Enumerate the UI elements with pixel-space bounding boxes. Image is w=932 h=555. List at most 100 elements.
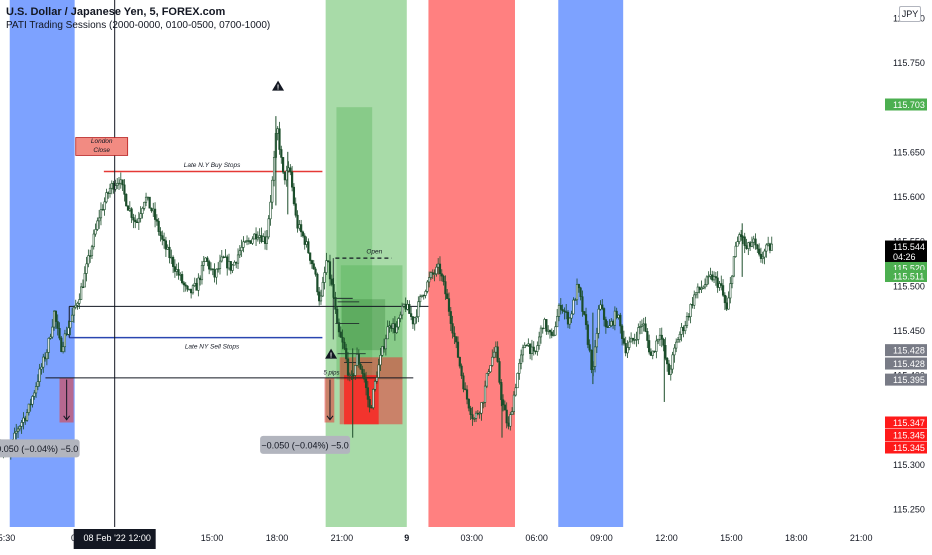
candle-body [375, 377, 378, 382]
candle-body [258, 235, 261, 238]
candle-body [673, 347, 676, 356]
session-band-0700-1000-3 [558, 0, 624, 527]
candle-body [651, 350, 654, 356]
candle-body [669, 368, 672, 375]
candle-body [624, 343, 627, 354]
candle-body [184, 284, 187, 287]
candle-body [545, 319, 548, 332]
candle-body [24, 417, 27, 421]
candle-body [599, 304, 602, 310]
candle-body [512, 394, 516, 412]
candle-body [208, 261, 211, 270]
candle-body [437, 263, 440, 268]
candle-body [62, 346, 65, 352]
candle-body [276, 128, 279, 134]
candle-body [89, 255, 92, 257]
candle-body [285, 170, 288, 181]
currency-badge[interactable]: JPY [899, 6, 921, 22]
candle-body [730, 275, 734, 285]
candle-body [18, 426, 21, 430]
candle-body [738, 234, 741, 242]
candle-body [298, 224, 301, 229]
candle-body [339, 331, 342, 338]
candle-body [712, 276, 716, 281]
candle-body [283, 171, 287, 181]
candle-body [218, 260, 222, 270]
candle-body [419, 296, 422, 303]
candle-body [410, 313, 413, 317]
candle-body [718, 283, 721, 288]
candle-body [81, 286, 85, 288]
candle-body [767, 243, 770, 246]
candle-body [319, 295, 323, 302]
candle-body [323, 272, 326, 283]
candle-body [388, 325, 391, 328]
price-axis[interactable]: 115.250115.300115.350115.400115.450115.5… [885, 0, 932, 550]
candle-body [539, 327, 543, 338]
price-label-grey [885, 373, 927, 386]
candle-body [119, 179, 122, 184]
warning-icon-mark: ! [277, 85, 279, 92]
candle-body [314, 268, 317, 275]
candle-body [267, 218, 270, 238]
candle-body [561, 309, 564, 312]
candle-body [577, 284, 580, 289]
candle-body [34, 386, 38, 394]
candle-body [637, 327, 640, 340]
candle-body [25, 412, 29, 421]
candle-body [548, 329, 552, 333]
price-tick-label: 115.600 [893, 192, 925, 202]
candle-body [474, 412, 478, 419]
candle-body [370, 407, 373, 409]
measure-tooltip-1[interactable]: −0.050 (−0.04%) −5.0 [0, 439, 80, 458]
candle-body [498, 361, 501, 383]
candle-body [211, 268, 214, 270]
time-axis[interactable]: 5:3009:0015:0018:0021:00903:0006:0009:00… [0, 527, 932, 550]
candle-body [687, 316, 690, 318]
candle-body [635, 339, 638, 341]
price-label-red [885, 428, 927, 441]
measure-tooltip-2[interactable]: −0.050 (−0.04%) −5.0 [260, 435, 351, 454]
candle-body [357, 353, 360, 365]
candle-body [752, 238, 755, 243]
candle-body [144, 196, 148, 203]
candle-body [698, 286, 701, 290]
crosshair-time-bg [73, 529, 156, 549]
candle-body [550, 331, 553, 336]
candle-body [478, 412, 481, 415]
price-tick-label: 115.250 [893, 505, 925, 515]
warning-icon[interactable]: ! [325, 348, 338, 360]
candle-body [101, 209, 104, 211]
candle-body [393, 323, 396, 333]
candle-body [584, 314, 588, 326]
candle-body [460, 365, 463, 377]
candle-body [736, 241, 739, 247]
candle-body [648, 340, 651, 353]
candle-body [597, 308, 600, 334]
candle-body [58, 328, 61, 339]
candle-body [168, 246, 171, 259]
price-label-grey [885, 344, 927, 357]
candle-body [348, 374, 351, 377]
candle-body [191, 285, 195, 294]
candle-body [557, 304, 561, 317]
candle-body [296, 214, 299, 229]
candle-body [768, 243, 772, 251]
candle-body [159, 231, 162, 236]
candle-body [622, 338, 625, 344]
candle-body [238, 250, 241, 256]
warning-icon[interactable]: ! [272, 80, 285, 92]
candle-body [586, 324, 589, 345]
london-close-label[interactable]: London Close [75, 137, 129, 156]
candle-body [209, 268, 213, 270]
candle-body [372, 389, 375, 409]
candle-body [642, 323, 645, 326]
sell-stops-label: Late NY Sell Stops [185, 343, 240, 350]
candle-body [451, 323, 454, 334]
candle-body [318, 291, 321, 302]
candle-body [152, 208, 155, 212]
candle-body [341, 337, 344, 343]
candle-body [289, 167, 292, 173]
